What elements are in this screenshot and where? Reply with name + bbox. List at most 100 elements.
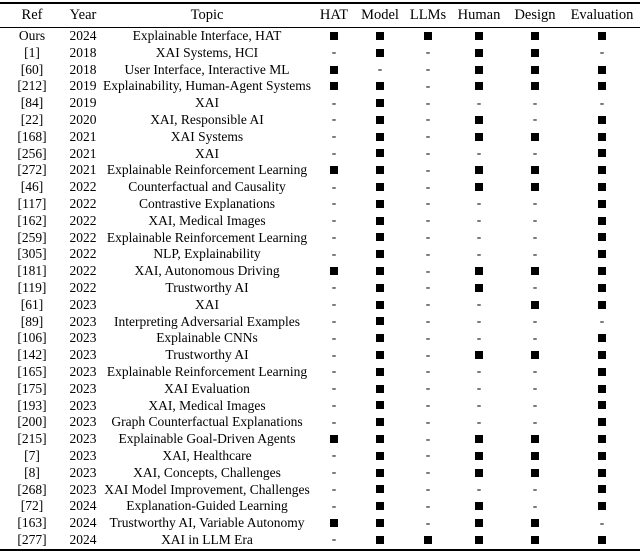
dash-mark: - — [425, 128, 431, 144]
filled-square-icon — [531, 267, 539, 276]
filled-square-icon — [330, 519, 338, 528]
table-row: [268] 2023 XAI Model Improvement, Challeng… — [0, 482, 640, 499]
mark-cell-human — [452, 448, 506, 465]
mark-cell-llms: - — [404, 314, 452, 331]
table-row: [117] 2022 Contrastive Explanations - - - - — [0, 196, 640, 213]
table-row: [212] 2019 Explainability, Human-Agent Sys… — [0, 78, 640, 95]
mark-cell-model — [356, 179, 404, 196]
topic-cell: XAI — [195, 296, 219, 312]
mark-cell-human — [452, 515, 506, 532]
dash-mark: - — [532, 246, 538, 261]
dash-mark: - — [425, 363, 431, 379]
filled-square-icon — [330, 166, 338, 175]
dash-mark: - — [425, 498, 431, 513]
mark-cell-design: - — [506, 196, 564, 213]
mark-cell-evaluation — [564, 78, 640, 95]
filled-square-icon — [475, 132, 483, 141]
filled-square-icon — [330, 267, 338, 276]
year-cell: 2022 — [69, 212, 97, 228]
mark-cell-model — [356, 45, 404, 62]
dash-mark: - — [425, 330, 431, 345]
table-row: [175] 2023 XAI Evaluation - - - - — [0, 381, 640, 398]
filled-square-icon — [330, 65, 338, 74]
year-cell: 2019 — [69, 78, 97, 94]
mark-cell-evaluation — [564, 465, 640, 482]
topic-cell: XAI — [195, 145, 219, 161]
mark-cell-human: - — [452, 398, 506, 415]
topic-cell: Explanation-Guided Learning — [126, 498, 288, 514]
filled-square-icon — [376, 418, 384, 427]
mark-cell-human — [452, 179, 506, 196]
mark-cell-model — [356, 398, 404, 415]
mark-cell-design: - — [506, 381, 564, 398]
mark-cell-llms: - — [404, 129, 452, 146]
filled-square-icon — [531, 351, 539, 360]
filled-square-icon — [475, 283, 483, 292]
mark-cell-evaluation — [564, 62, 640, 79]
dash-mark: - — [532, 330, 538, 345]
year-cell: 2024 — [69, 28, 97, 43]
filled-square-icon — [376, 267, 384, 276]
mark-cell-model — [356, 78, 404, 95]
mark-cell-design: - — [506, 112, 564, 129]
mark-cell-human — [452, 112, 506, 129]
table-row: [200] 2023 Graph Counterfactual Explanatio… — [0, 414, 640, 431]
filled-square-icon — [598, 82, 606, 91]
dash-mark: - — [425, 162, 431, 177]
table-row: Ours 2024 Explainable Interface, HAT — [0, 28, 640, 45]
mark-cell-llms: - — [404, 230, 452, 247]
filled-square-icon — [475, 451, 483, 460]
mark-cell-llms: - — [404, 179, 452, 196]
dash-mark: - — [425, 229, 431, 245]
filled-square-icon — [531, 31, 539, 40]
filled-square-icon — [475, 519, 483, 528]
year-cell: 2021 — [69, 162, 97, 178]
mark-cell-model — [356, 330, 404, 347]
filled-square-icon — [376, 384, 384, 393]
filled-square-icon — [475, 166, 483, 175]
mark-cell-llms: - — [404, 515, 452, 532]
table-row: [61] 2023 XAI - - - — [0, 297, 640, 314]
mark-cell-hat: - — [312, 297, 356, 314]
mark-cell-evaluation: - — [564, 515, 640, 532]
dash-mark: - — [425, 464, 431, 480]
filled-square-icon — [531, 435, 539, 444]
ref-cell: [72] — [20, 498, 44, 514]
mark-cell-design: - — [506, 146, 564, 163]
filled-square-icon — [376, 519, 384, 528]
filled-square-icon — [598, 216, 606, 225]
mark-cell-model — [356, 347, 404, 364]
filled-square-icon — [376, 149, 384, 158]
filled-square-icon — [531, 48, 539, 57]
year-cell: 2023 — [69, 481, 97, 497]
filled-square-icon — [376, 317, 384, 326]
dash-mark: - — [425, 95, 431, 110]
mark-cell-human — [452, 431, 506, 448]
dash-mark: - — [331, 212, 337, 228]
dash-mark: - — [476, 481, 482, 497]
filled-square-icon — [598, 31, 606, 40]
dash-mark: - — [476, 145, 482, 161]
dash-mark: - — [425, 397, 431, 413]
mark-cell-evaluation — [564, 498, 640, 515]
mark-cell-design — [506, 162, 564, 179]
filled-square-icon — [376, 435, 384, 444]
mark-cell-model — [356, 364, 404, 381]
year-cell: 2023 — [69, 363, 97, 379]
mark-cell-evaluation — [564, 213, 640, 230]
mark-cell-llms: - — [404, 482, 452, 499]
table-row: [142] 2023 Trustworthy AI - - — [0, 347, 640, 364]
dash-mark: - — [532, 229, 538, 245]
mark-cell-evaluation — [564, 330, 640, 347]
mark-cell-hat: - — [312, 213, 356, 230]
mark-cell-llms: - — [404, 162, 452, 179]
column-header-hat: HAT — [312, 3, 356, 28]
mark-cell-human: - — [452, 482, 506, 499]
ref-cell: [106] — [17, 330, 47, 346]
mark-cell-hat: - — [312, 129, 356, 146]
filled-square-icon — [598, 149, 606, 158]
year-cell: 2023 — [69, 414, 97, 430]
mark-cell-llms: - — [404, 62, 452, 79]
ref-cell: [46] — [20, 179, 44, 195]
filled-square-icon — [475, 183, 483, 192]
